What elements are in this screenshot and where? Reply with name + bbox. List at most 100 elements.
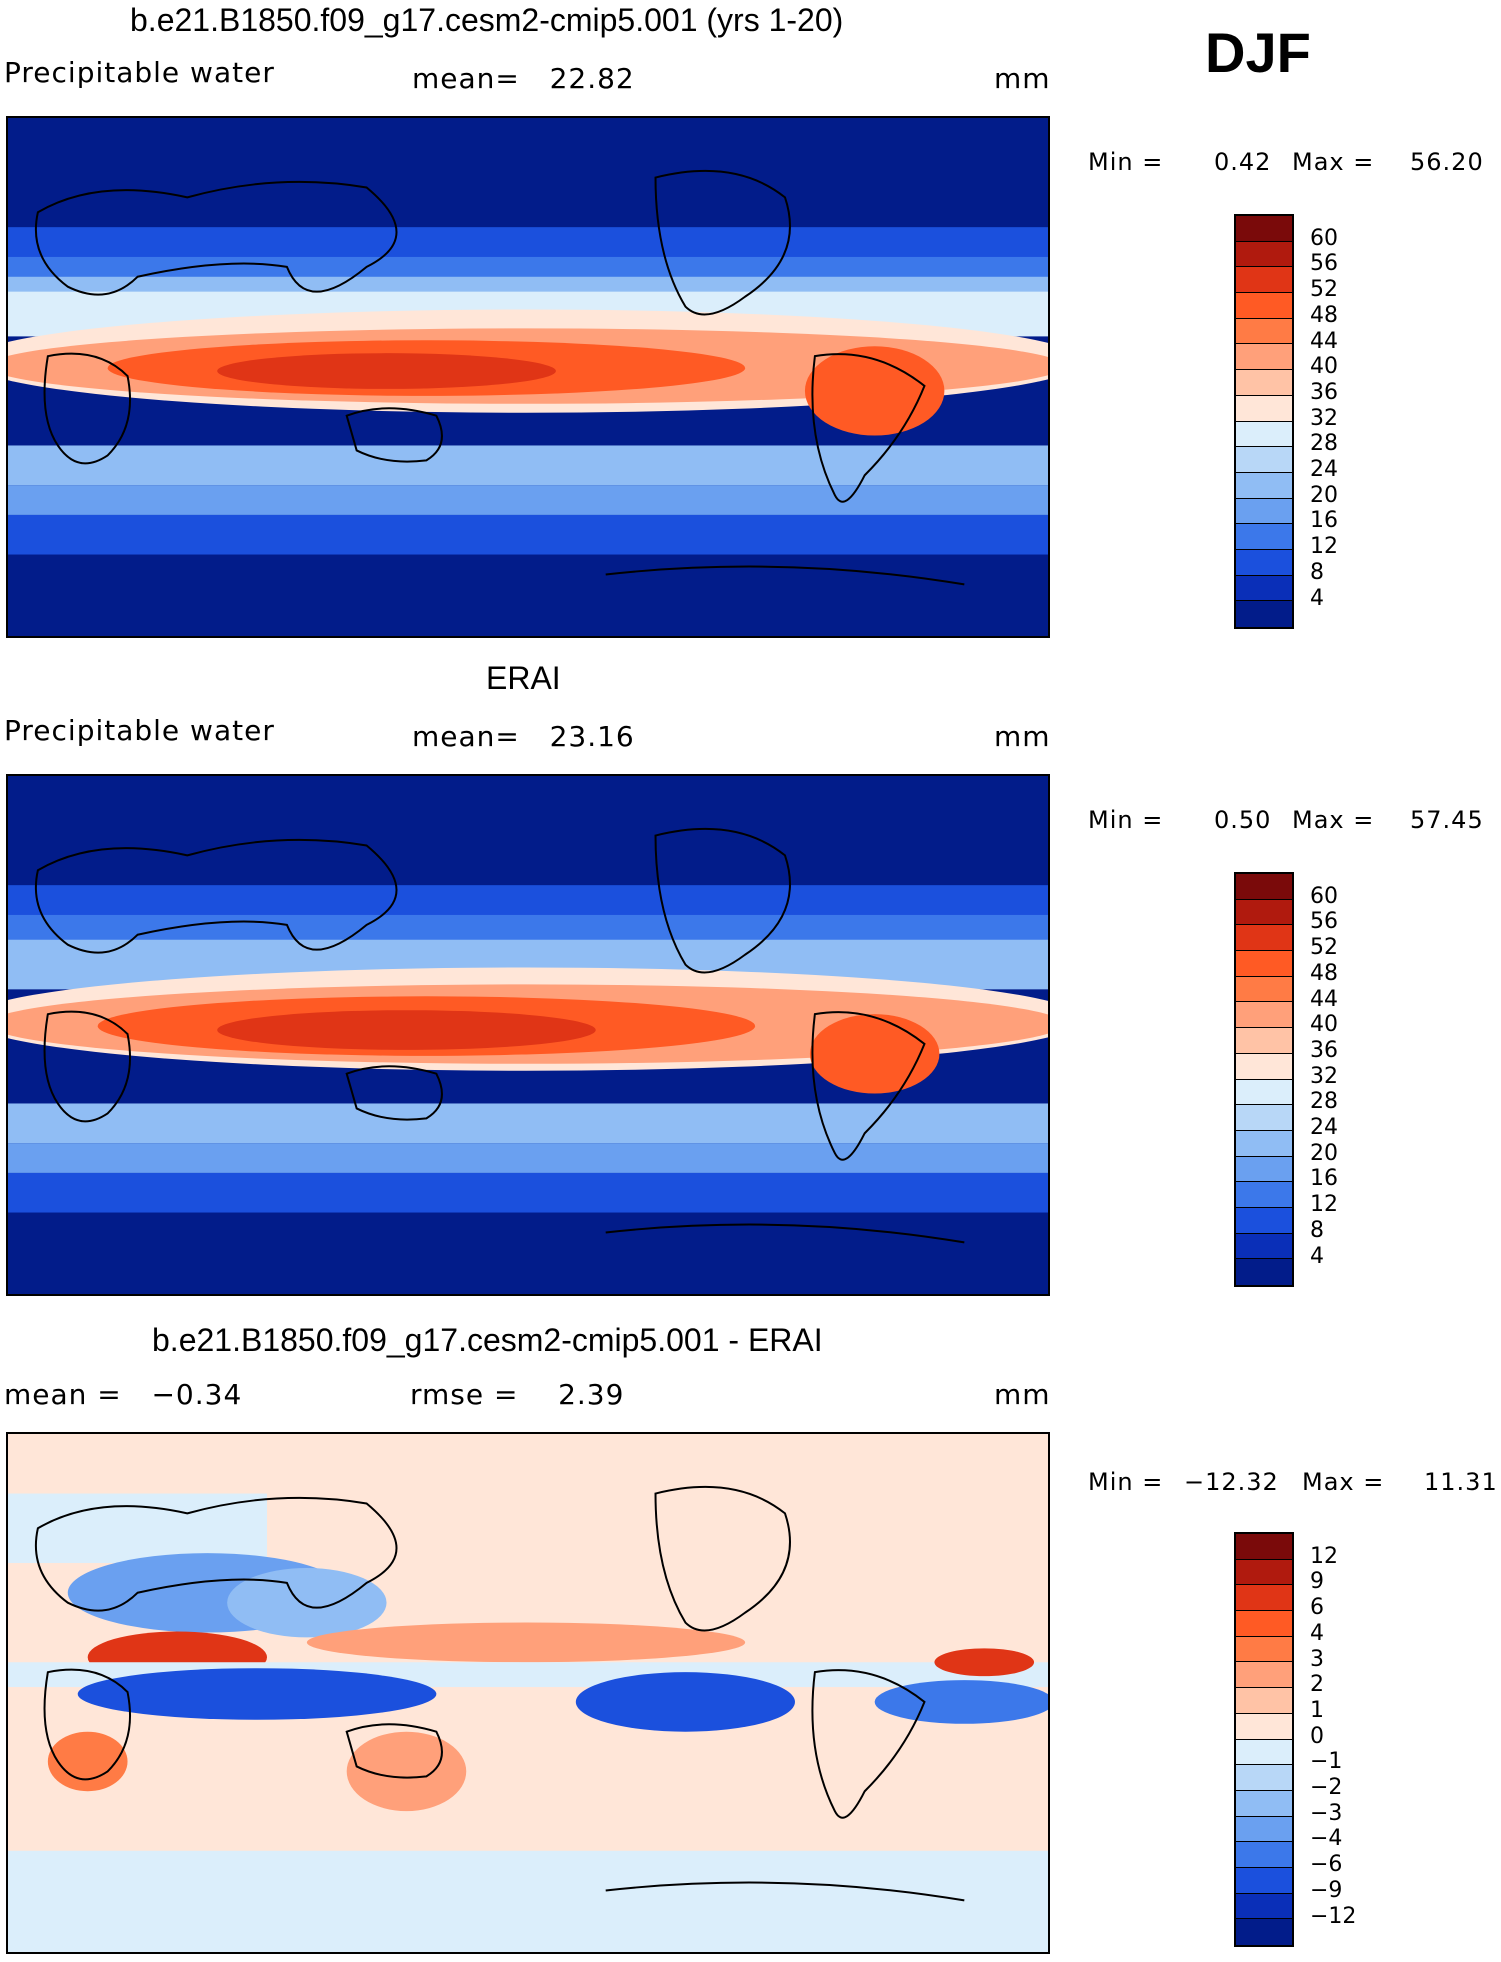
colorbar-tick-label: −6 [1310,1852,1343,1878]
panel1-variable: Precipitable water [4,56,275,89]
colorbar-swatch [1236,1662,1292,1689]
panel2-units: mm [994,720,1051,753]
colorbar-tick-label: 20 [1310,482,1338,508]
colorbar-tick-label: 48 [1310,302,1338,328]
colorbar-swatch [1236,447,1292,473]
colorbar-tick-label: 36 [1310,379,1338,405]
colorbar-swatch [1236,601,1292,627]
colorbar-tick-label: 12 [1310,534,1338,560]
colorbar-tick-label: 2 [1310,1672,1324,1698]
colorbar-swatch [1236,549,1292,576]
colorbar-tick-label: 20 [1310,1140,1338,1166]
colorbar-tick-label: 44 [1310,328,1338,354]
colorbar-swatch [1236,1259,1292,1285]
colorbar-tick-label: 48 [1310,960,1338,986]
colorbar-swatch [1236,1002,1292,1029]
colorbar-swatch [1236,1534,1292,1560]
colorbar-swatch [1236,1739,1292,1766]
colorbar-tick-label: 52 [1310,277,1338,303]
panel3-max-label: Max = [1302,1468,1385,1496]
colorbar-tick-label: 24 [1310,1115,1338,1140]
colorbar-swatch [1236,925,1292,952]
colorbar-swatch [1236,874,1292,900]
colorbar-tick-label: −1 [1310,1749,1343,1775]
panel3-title: b.e21.B1850.f09_g17.cesm2-cmip5.001 - ER… [152,1322,823,1358]
colorbar-swatch [1236,1867,1292,1894]
colorbar-tick-label: 60 [1310,225,1338,251]
colorbar-swatch [1236,1079,1292,1106]
panel3-colorbar [1234,1532,1294,1947]
panel2-map [6,774,1050,1296]
colorbar-swatch [1236,267,1292,294]
colorbar-swatch [1236,1053,1292,1080]
panel3-min-value: −12.32 [1184,1468,1279,1496]
panel2-min-value: 0.50 [1214,806,1272,834]
colorbar-swatch [1236,216,1292,242]
colorbar-swatch [1236,498,1292,525]
colorbar-tick-label: 52 [1310,935,1338,961]
colorbar-swatch [1236,524,1292,550]
colorbar-swatch [1236,472,1292,499]
colorbar-swatch [1236,1790,1292,1817]
colorbar-swatch [1236,1233,1292,1260]
colorbar-tick-label: 4 [1310,1243,1324,1269]
panel1-min-label: Min = [1088,148,1164,176]
colorbar-tick-label: 8 [1310,559,1324,585]
colorbar-tick-label: 56 [1310,909,1338,935]
colorbar-tick-label: 28 [1310,431,1338,457]
colorbar-tick-label: 36 [1310,1037,1338,1063]
colorbar-tick-label: 32 [1310,1063,1338,1089]
season-label: DJF [1205,21,1311,84]
colorbar-swatch [1236,1156,1292,1183]
panel1-min-value: 0.42 [1214,148,1272,176]
colorbar-tick-label: 0 [1310,1723,1324,1749]
panel2-max-value: 57.45 [1410,806,1484,834]
colorbar-swatch [1236,976,1292,1003]
colorbar-tick-label: 1 [1310,1697,1324,1723]
panel1-max-value: 56.20 [1410,148,1484,176]
colorbar-tick-label: 28 [1310,1089,1338,1115]
colorbar-swatch [1236,395,1292,422]
colorbar-tick-label: −9 [1310,1877,1343,1903]
colorbar-swatch [1236,1182,1292,1208]
colorbar-tick-label: 24 [1310,457,1338,482]
panel3-min-label: Min = [1088,1468,1164,1496]
colorbar-tick-label: −4 [1310,1826,1343,1852]
colorbar-swatch [1236,951,1292,977]
panel3-rmse: rmse = 2.39 [410,1378,625,1411]
colorbar-tick-label: 56 [1310,251,1338,277]
colorbar-swatch [1236,1585,1292,1612]
colorbar-tick-label: 12 [1310,1192,1338,1218]
colorbar-swatch [1236,1816,1292,1843]
colorbar-tick-label: 4 [1310,585,1324,611]
colorbar-swatch [1236,1130,1292,1157]
colorbar-tick-label: 9 [1310,1569,1324,1595]
colorbar-swatch [1236,575,1292,602]
colorbar-swatch [1236,241,1292,268]
colorbar-tick-label: 16 [1310,508,1338,534]
colorbar-tick-label: −3 [1310,1800,1343,1826]
panel2-colorbar [1234,872,1294,1287]
panel1-max-label: Max = [1292,148,1375,176]
colorbar-swatch [1236,899,1292,926]
colorbar-tick-label: 6 [1310,1595,1324,1621]
colorbar-tick-label: 4 [1310,1620,1324,1646]
colorbar-swatch [1236,1842,1292,1868]
colorbar-swatch [1236,1636,1292,1663]
colorbar-tick-label: −12 [1310,1903,1357,1929]
panel2-mean: mean= 23.16 [412,720,635,753]
colorbar-swatch [1236,344,1292,371]
colorbar-tick-label: 3 [1310,1646,1324,1672]
colorbar-swatch [1236,318,1292,345]
panel2-min-label: Min = [1088,806,1164,834]
colorbar-swatch [1236,1105,1292,1131]
panel3-map [6,1432,1050,1954]
colorbar-swatch [1236,1028,1292,1054]
colorbar-tick-label: 60 [1310,883,1338,909]
colorbar-swatch [1236,1559,1292,1586]
panel3-mean: mean = −0.34 [4,1378,243,1411]
colorbar-swatch [1236,293,1292,319]
colorbar-swatch [1236,1765,1292,1791]
panel1-colorbar [1234,214,1294,629]
colorbar-swatch [1236,1893,1292,1920]
